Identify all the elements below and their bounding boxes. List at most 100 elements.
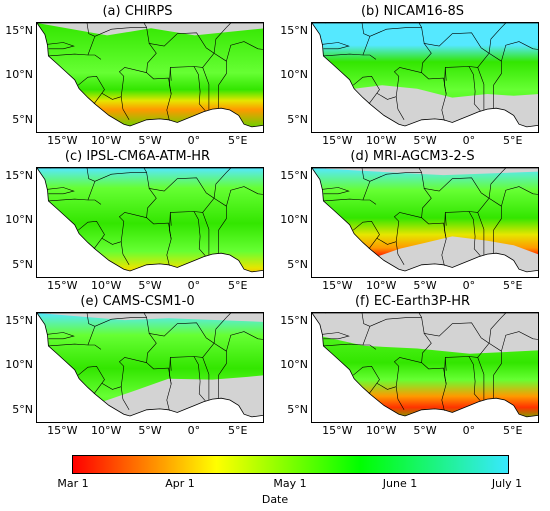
map-frame — [36, 312, 264, 423]
panel-title: (b) NICAM16-8S — [360, 4, 465, 19]
map-panel-ecearth: (f) EC-Earth3P-HR 15°N 10°N 5°N 15°W 10°W 5°W 0… — [275, 290, 550, 448]
y-tick-label: 15°N — [5, 23, 33, 37]
x-tick-label: 0° — [462, 279, 476, 292]
country-border — [393, 67, 447, 121]
country-border — [418, 168, 425, 189]
map-panel-mri: (d) MRI-AGCM3-2-S 15°N 10°N 5°N 15°W 10°W 5°W 0… — [275, 145, 550, 303]
country-border — [393, 212, 447, 266]
country-border — [468, 66, 481, 112]
masked-region — [37, 23, 263, 36]
x-tick-label: 0° — [187, 134, 201, 147]
country-border — [323, 198, 377, 205]
colorbar-tick: Mar 1 — [57, 477, 89, 490]
x-tick-label: 5°W — [413, 424, 437, 437]
x-tick-label: 10°W — [365, 279, 397, 292]
country-border — [118, 357, 172, 411]
y-tick-label: 10°N — [280, 213, 308, 227]
panel-title: (c) IPSL-CM6A-ATM-HR — [64, 149, 211, 164]
x-tick-label: 5°E — [227, 424, 248, 437]
y-tick-label: 10°N — [5, 358, 33, 372]
coastline — [37, 168, 263, 273]
map-frame — [36, 167, 264, 278]
country-border — [48, 343, 102, 350]
country-border — [477, 357, 485, 400]
x-tick-label: 10°W — [90, 134, 122, 147]
y-tick-label: 5°N — [287, 257, 308, 271]
country-border — [369, 27, 422, 37]
country-border — [193, 211, 206, 257]
x-tick-label: 15°W — [47, 279, 78, 292]
country-border — [213, 168, 232, 199]
x-tick-label: 15°W — [322, 134, 353, 147]
x-tick-label: 5°W — [413, 279, 437, 292]
x-tick-label: 10°W — [365, 424, 397, 437]
country-border — [488, 168, 507, 199]
y-tick-label: 15°N — [280, 168, 308, 182]
colorbar — [72, 455, 509, 474]
y-tick-label: 10°N — [280, 358, 308, 372]
map-frame — [311, 167, 539, 278]
country-border — [361, 168, 371, 201]
y-tick-label: 15°N — [5, 168, 33, 182]
country-border — [322, 42, 350, 50]
y-tick-label: 5°N — [287, 402, 308, 416]
country-border — [78, 75, 105, 104]
country-border — [213, 52, 227, 109]
country-border — [477, 67, 485, 110]
country-border — [369, 172, 422, 182]
x-tick-label: 5°W — [138, 424, 162, 437]
country-border — [488, 342, 502, 399]
country-border — [488, 52, 502, 109]
x-tick-label: 10°W — [90, 279, 122, 292]
x-tick-label: 0° — [187, 424, 201, 437]
map-panel-nicam: (b) NICAM16-8S 15°N 10°N 5°N 15°W 10°W 5°W 0° 5°… — [275, 0, 550, 158]
coastline — [312, 168, 538, 273]
y-tick-label: 10°N — [5, 213, 33, 227]
y-tick-label: 5°N — [12, 402, 33, 416]
country-border — [118, 67, 172, 121]
country-border — [418, 23, 425, 44]
country-border — [94, 317, 147, 327]
country-border — [118, 212, 172, 266]
x-tick-label: 5°E — [502, 279, 523, 292]
country-border — [477, 212, 485, 255]
country-border — [48, 53, 102, 60]
x-tick-label: 0° — [462, 424, 476, 437]
coastline — [312, 313, 538, 418]
panel-title: (a) CHIRPS — [102, 4, 173, 19]
country-border — [202, 67, 210, 110]
country-border — [376, 382, 405, 410]
colorbar-tick: July 1 — [491, 477, 523, 490]
country-border — [323, 343, 377, 350]
country-border — [488, 313, 507, 344]
y-tick-label: 5°N — [12, 112, 33, 126]
country-border — [47, 42, 75, 50]
map-frame — [311, 312, 539, 423]
x-tick-label: 10°W — [365, 134, 397, 147]
country-border — [444, 357, 447, 385]
country-border — [361, 23, 371, 56]
country-border — [226, 331, 263, 352]
country-border — [143, 168, 150, 189]
country-border — [213, 342, 227, 399]
country-border — [444, 67, 447, 95]
country-border — [78, 365, 105, 394]
country-border — [501, 41, 538, 62]
country-border — [488, 197, 502, 254]
colorbar-label: Date — [261, 493, 289, 506]
country-border — [353, 365, 380, 394]
masked-region — [312, 313, 538, 354]
x-tick-label: 5°E — [227, 134, 248, 147]
coastline — [312, 23, 538, 128]
x-tick-label: 5°W — [138, 134, 162, 147]
x-tick-label: 5°E — [502, 424, 523, 437]
x-tick-label: 0° — [187, 279, 201, 292]
country-border — [213, 313, 232, 344]
country-border — [86, 313, 96, 346]
country-border — [78, 220, 105, 249]
y-tick-label: 15°N — [280, 23, 308, 37]
country-border — [369, 317, 422, 327]
country-border — [468, 211, 481, 257]
country-border — [47, 332, 75, 340]
map-frame — [311, 22, 539, 133]
